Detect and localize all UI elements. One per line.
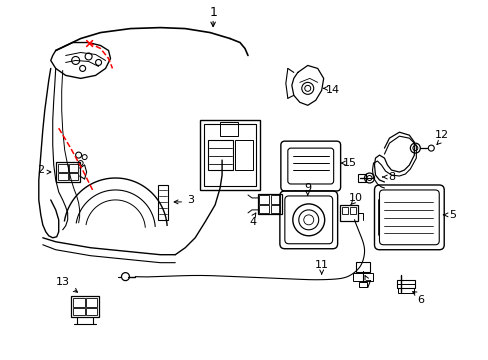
Bar: [203, 124, 255, 186]
Bar: [259, 205, 268, 213]
Text: 7: 7: [363, 280, 370, 289]
Bar: [200, 120, 260, 190]
Bar: [355, 262, 369, 272]
Text: 14: 14: [325, 85, 339, 95]
Bar: [58, 164, 67, 172]
Bar: [158, 185, 168, 220]
Bar: [349, 207, 355, 214]
Bar: [73, 298, 84, 306]
Bar: [68, 164, 78, 172]
Bar: [398, 288, 413, 293]
Text: 10: 10: [348, 193, 362, 203]
Bar: [397, 280, 414, 288]
Text: 11: 11: [314, 260, 328, 270]
Text: 13: 13: [56, 276, 70, 287]
Bar: [71, 296, 99, 318]
Bar: [341, 207, 347, 214]
Bar: [258, 194, 281, 214]
Bar: [85, 307, 96, 315]
Bar: [339, 205, 357, 221]
Bar: [259, 195, 268, 204]
Text: 2: 2: [37, 165, 44, 175]
Text: 1: 1: [209, 6, 217, 19]
Bar: [85, 298, 96, 306]
Bar: [56, 162, 80, 182]
Bar: [208, 140, 233, 170]
Text: 15: 15: [342, 158, 356, 168]
Bar: [235, 140, 252, 170]
Bar: [220, 122, 238, 136]
Bar: [73, 307, 84, 315]
Text: 9: 9: [304, 183, 311, 193]
Text: 4: 4: [249, 217, 256, 227]
Bar: [357, 174, 365, 182]
Bar: [270, 195, 279, 204]
Bar: [352, 273, 372, 280]
Text: 5: 5: [448, 210, 455, 220]
Bar: [58, 173, 67, 180]
Text: 3: 3: [186, 195, 193, 205]
Text: 6: 6: [416, 294, 423, 305]
Bar: [270, 205, 279, 213]
Text: 12: 12: [434, 130, 448, 140]
Bar: [68, 173, 78, 180]
Bar: [358, 282, 366, 287]
Text: 8: 8: [387, 172, 394, 182]
